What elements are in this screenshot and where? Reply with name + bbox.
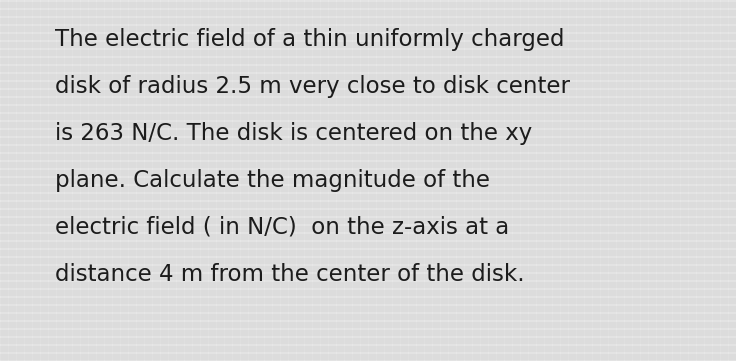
Text: electric field ( in N/C)  on the z-axis at a: electric field ( in N/C) on the z-axis a… xyxy=(55,216,509,239)
Text: plane. Calculate the magnitude of the: plane. Calculate the magnitude of the xyxy=(55,169,490,192)
Text: distance 4 m from the center of the disk.: distance 4 m from the center of the disk… xyxy=(55,263,525,286)
Text: disk of radius 2.5 m very close to disk center: disk of radius 2.5 m very close to disk … xyxy=(55,75,570,98)
Text: The electric field of a thin uniformly charged: The electric field of a thin uniformly c… xyxy=(55,28,565,51)
Text: is 263 N/C. The disk is centered on the xy: is 263 N/C. The disk is centered on the … xyxy=(55,122,532,145)
